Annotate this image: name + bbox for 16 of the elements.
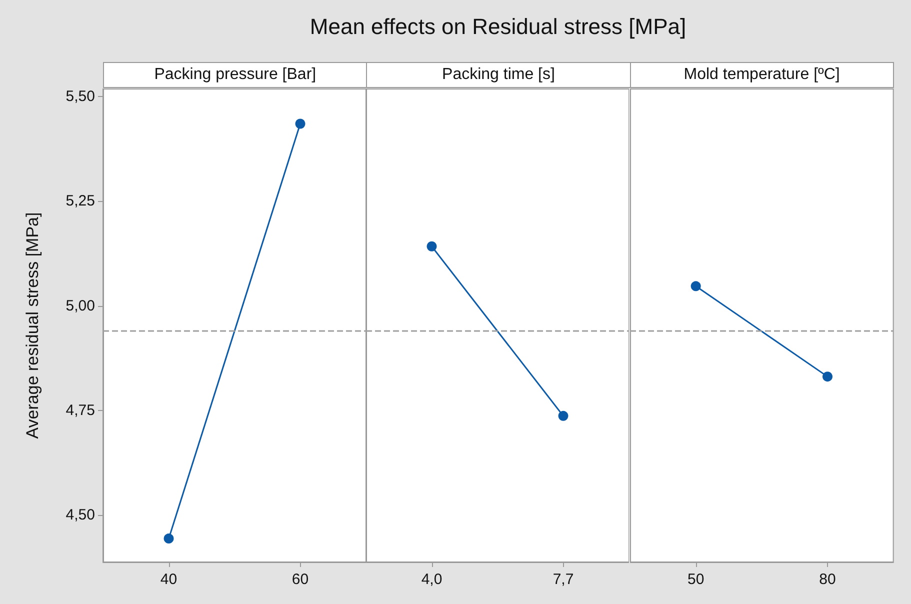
y-tick-label: 5,25 (66, 192, 95, 210)
chart-subtitle: Mold temperature [ºC] (630, 62, 894, 88)
x-tick-label: 7,7 (553, 571, 574, 588)
chart-subtitle: Packing time [s] (366, 62, 631, 88)
x-tick-label: 4,0 (422, 571, 443, 588)
x-tick-label: 80 (818, 571, 836, 588)
chart-subtitle: Packing pressure [Bar] (103, 62, 368, 88)
y-axis-title: Average residual stress [MPa] (23, 212, 42, 439)
x-tick-label: 50 (687, 571, 704, 588)
y-tick-label: 4,75 (66, 402, 95, 419)
x-tick-label: 60 (292, 571, 309, 588)
y-tick-label: 5,50 (66, 88, 95, 106)
text: Mean effects on Residual stress [MPa] (308, 14, 688, 40)
y-tick-label: 5,00 (66, 297, 95, 314)
x-tick-label: 40 (160, 571, 178, 588)
y-tick-label: 4,50 (66, 506, 95, 524)
